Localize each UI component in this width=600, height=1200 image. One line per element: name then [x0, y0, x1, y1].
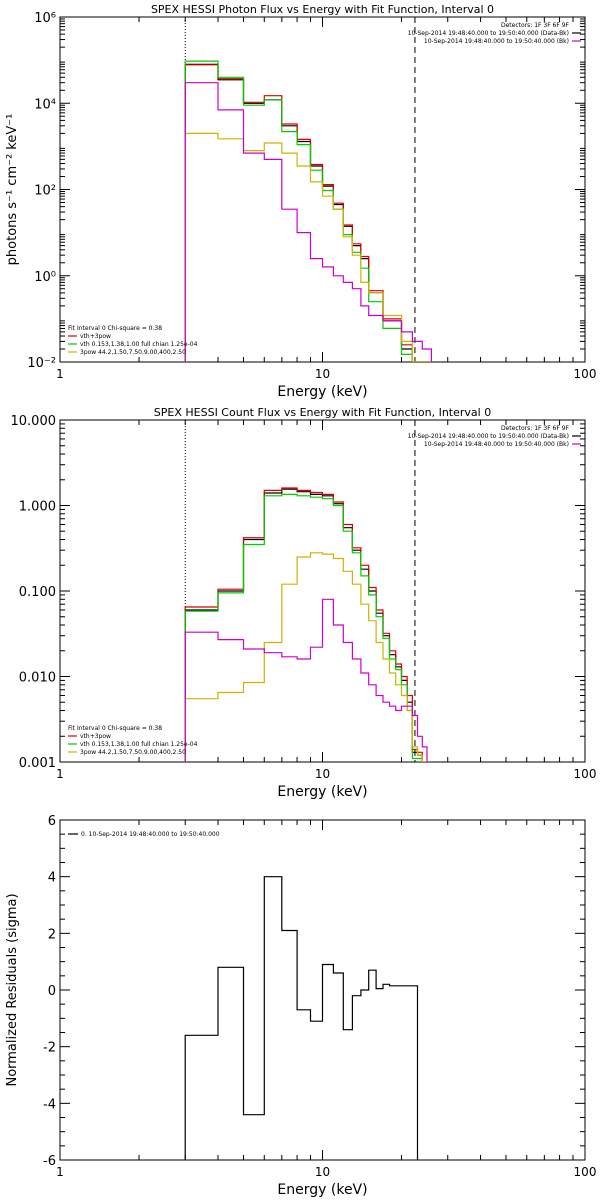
chart-title: SPEX HESSI Count Flux vs Energy with Fit…	[154, 406, 491, 419]
y-tick-label: 10²	[34, 184, 56, 199]
legend-bottom-left-text: vth 0.153,1.38,1.00 full chian 1.25e-04	[80, 341, 198, 348]
series-vth-line	[184, 60, 432, 362]
x-axis-label: Energy (keV)	[277, 384, 367, 400]
series-bk-line	[184, 82, 432, 362]
x-tick-label: 1	[56, 367, 64, 381]
panel-2: SPEX HESSI Count Flux vs Energy with Fit…	[11, 406, 597, 800]
y-tick-label: 0.001	[19, 756, 56, 771]
legend-bottom-left-text: 3pow 44.2,1.50,7.50,9.00,400,2.50	[80, 749, 186, 756]
legend-top-right-text: 10-Sep-2014 19:48:40.000 to 19:50:40.000…	[408, 433, 569, 440]
x-tick-label: 10	[315, 367, 330, 381]
x-tick-label: 100	[574, 767, 597, 781]
chart-title: SPEX HESSI Photon Flux vs Energy with Fi…	[151, 3, 494, 16]
legend-bottom-left-text: vth+3pow	[80, 333, 111, 340]
y-tick-label: 0.010	[19, 671, 56, 686]
x-axis-label: Energy (keV)	[277, 784, 367, 800]
series-3pow-line	[184, 132, 432, 362]
series-vth-3pow-line	[184, 64, 432, 362]
panel-1: SPEX HESSI Photon Flux vs Energy with Fi…	[5, 3, 596, 400]
legend-top-right-text: Detectors: 1F 3F 6F 9F	[501, 22, 570, 29]
series-bk-line	[184, 598, 428, 762]
x-tick-label: 10	[315, 767, 330, 781]
y-tick-label: 10⁴	[34, 97, 56, 112]
y-tick-label: -6	[43, 1154, 56, 1169]
y-tick-label: -2	[43, 1041, 56, 1056]
legend-bottom-left-text: Fit Interval 0 Chi-square = 0.38	[68, 325, 162, 332]
panel-3: 1 10 100 Energy (keV) -6 -4 -2 0 2 4 6 Normalized R…	[5, 814, 596, 1198]
y-tick-label: 0.100	[19, 585, 56, 600]
y-tick-label: 10⁶	[34, 11, 56, 26]
series-residuals-line	[184, 876, 419, 1160]
y-axis-label: photons s⁻¹ cm⁻² keV⁻¹	[5, 114, 20, 266]
y-tick-label: 1.000	[19, 500, 56, 515]
y-tick-label: -4	[43, 1097, 56, 1112]
legend-bottom-left-text: vth 0.153,1.38,1.00 full chian 1.25e-04	[80, 741, 198, 748]
y-tick-label: 6	[48, 814, 56, 829]
legend-bottom-left-text: vth+3pow	[80, 733, 111, 740]
y-tick-label: 10⁻²	[27, 356, 56, 371]
legend-top-right-text: Detectors: 1F 3F 6F 9F	[501, 425, 570, 432]
x-tick-label: 1	[56, 1165, 64, 1179]
plot-frame	[59, 419, 586, 763]
legend-top-right-text: 10-Sep-2014 19:48:40.000 to 19:50:40.000…	[424, 441, 569, 448]
x-tick-label: 10	[315, 1165, 330, 1179]
legend-text: 0. 10-Sep-2014 19:48:40.000 to 19:50:40.…	[81, 831, 220, 838]
x-tick-label: 100	[574, 1165, 597, 1179]
x-tick-label: 100	[574, 367, 597, 381]
y-tick-label: 10⁰	[34, 270, 56, 285]
series-3pow-line	[184, 552, 428, 762]
legend-top-right-text: 10-Sep-2014 19:48:40.000 to 19:50:40.000…	[424, 38, 569, 45]
y-tick-label: 4	[48, 871, 56, 886]
series-vth-line	[184, 493, 428, 762]
series-data-bk-line	[184, 488, 428, 762]
series-vth-3pow-line	[184, 487, 428, 762]
y-axis-label: Normalized Residuals (sigma)	[5, 893, 20, 1086]
y-tick-label: 2	[48, 927, 56, 942]
y-tick-label: 10.000	[11, 414, 57, 429]
x-tick-label: 1	[56, 767, 64, 781]
legend-bottom-left-text: 3pow 44.2,1.50,7.50,9.00,400,2.50	[80, 349, 186, 356]
legend-top-right-text: 10-Sep-2014 19:48:40.000 to 19:50:40.000…	[408, 30, 569, 37]
legend-bottom-left-text: Fit Interval 0 Chi-square = 0.38	[68, 725, 162, 732]
y-tick-label: 0	[48, 984, 56, 999]
x-axis-label: Energy (keV)	[277, 1182, 367, 1198]
